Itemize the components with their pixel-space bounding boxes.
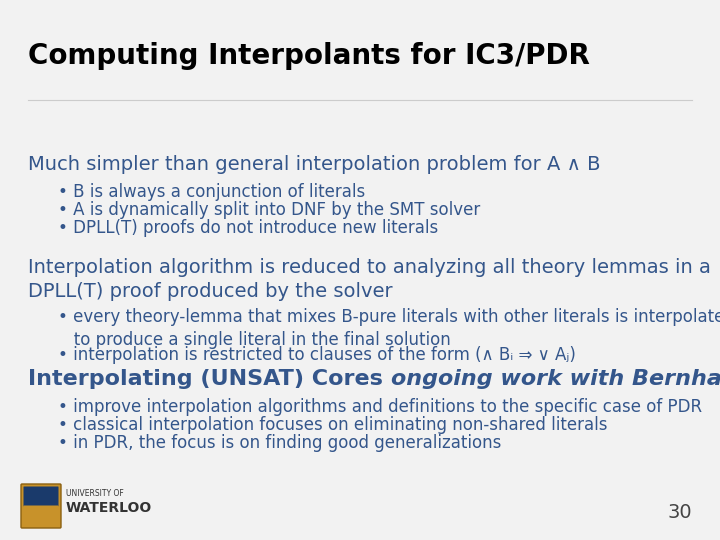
Text: • in PDR, the focus is on finding good generalizations: • in PDR, the focus is on finding good g… — [58, 434, 501, 452]
Text: Much simpler than general interpolation problem for A ∧ B: Much simpler than general interpolation … — [28, 155, 600, 174]
Text: • B is always a conjunction of literals: • B is always a conjunction of literals — [58, 183, 365, 201]
Text: Computing Interpolants for IC3/PDR: Computing Interpolants for IC3/PDR — [28, 42, 590, 70]
Text: WATERLOO: WATERLOO — [66, 501, 152, 515]
Text: 30: 30 — [667, 503, 692, 522]
Text: • A is dynamically split into DNF by the SMT solver: • A is dynamically split into DNF by the… — [58, 201, 480, 219]
Text: Interpolating (UNSAT) Cores: Interpolating (UNSAT) Cores — [28, 369, 391, 389]
Text: Interpolation algorithm is reduced to analyzing all theory lemmas in a
DPLL(T) p: Interpolation algorithm is reduced to an… — [28, 258, 711, 301]
FancyBboxPatch shape — [21, 484, 61, 528]
Text: • classical interpolation focuses on eliminating non-shared literals: • classical interpolation focuses on eli… — [58, 416, 608, 434]
Text: • DPLL(T) proofs do not introduce new literals: • DPLL(T) proofs do not introduce new li… — [58, 219, 438, 237]
FancyBboxPatch shape — [24, 505, 58, 525]
Text: • every theory-lemma that mixes B-pure literals with other literals is interpola: • every theory-lemma that mixes B-pure l… — [58, 308, 720, 349]
Text: UNIVERSITY OF: UNIVERSITY OF — [66, 489, 124, 498]
Text: • improve interpolation algorithms and definitions to the specific case of PDR: • improve interpolation algorithms and d… — [58, 398, 702, 416]
Text: • interpolation is restricted to clauses of the form (∧ Bᵢ ⇒ ∨ Aⱼ): • interpolation is restricted to clauses… — [58, 346, 576, 364]
FancyBboxPatch shape — [24, 487, 58, 507]
Text: ongoing work with Bernhard Gleiss: ongoing work with Bernhard Gleiss — [391, 369, 720, 389]
